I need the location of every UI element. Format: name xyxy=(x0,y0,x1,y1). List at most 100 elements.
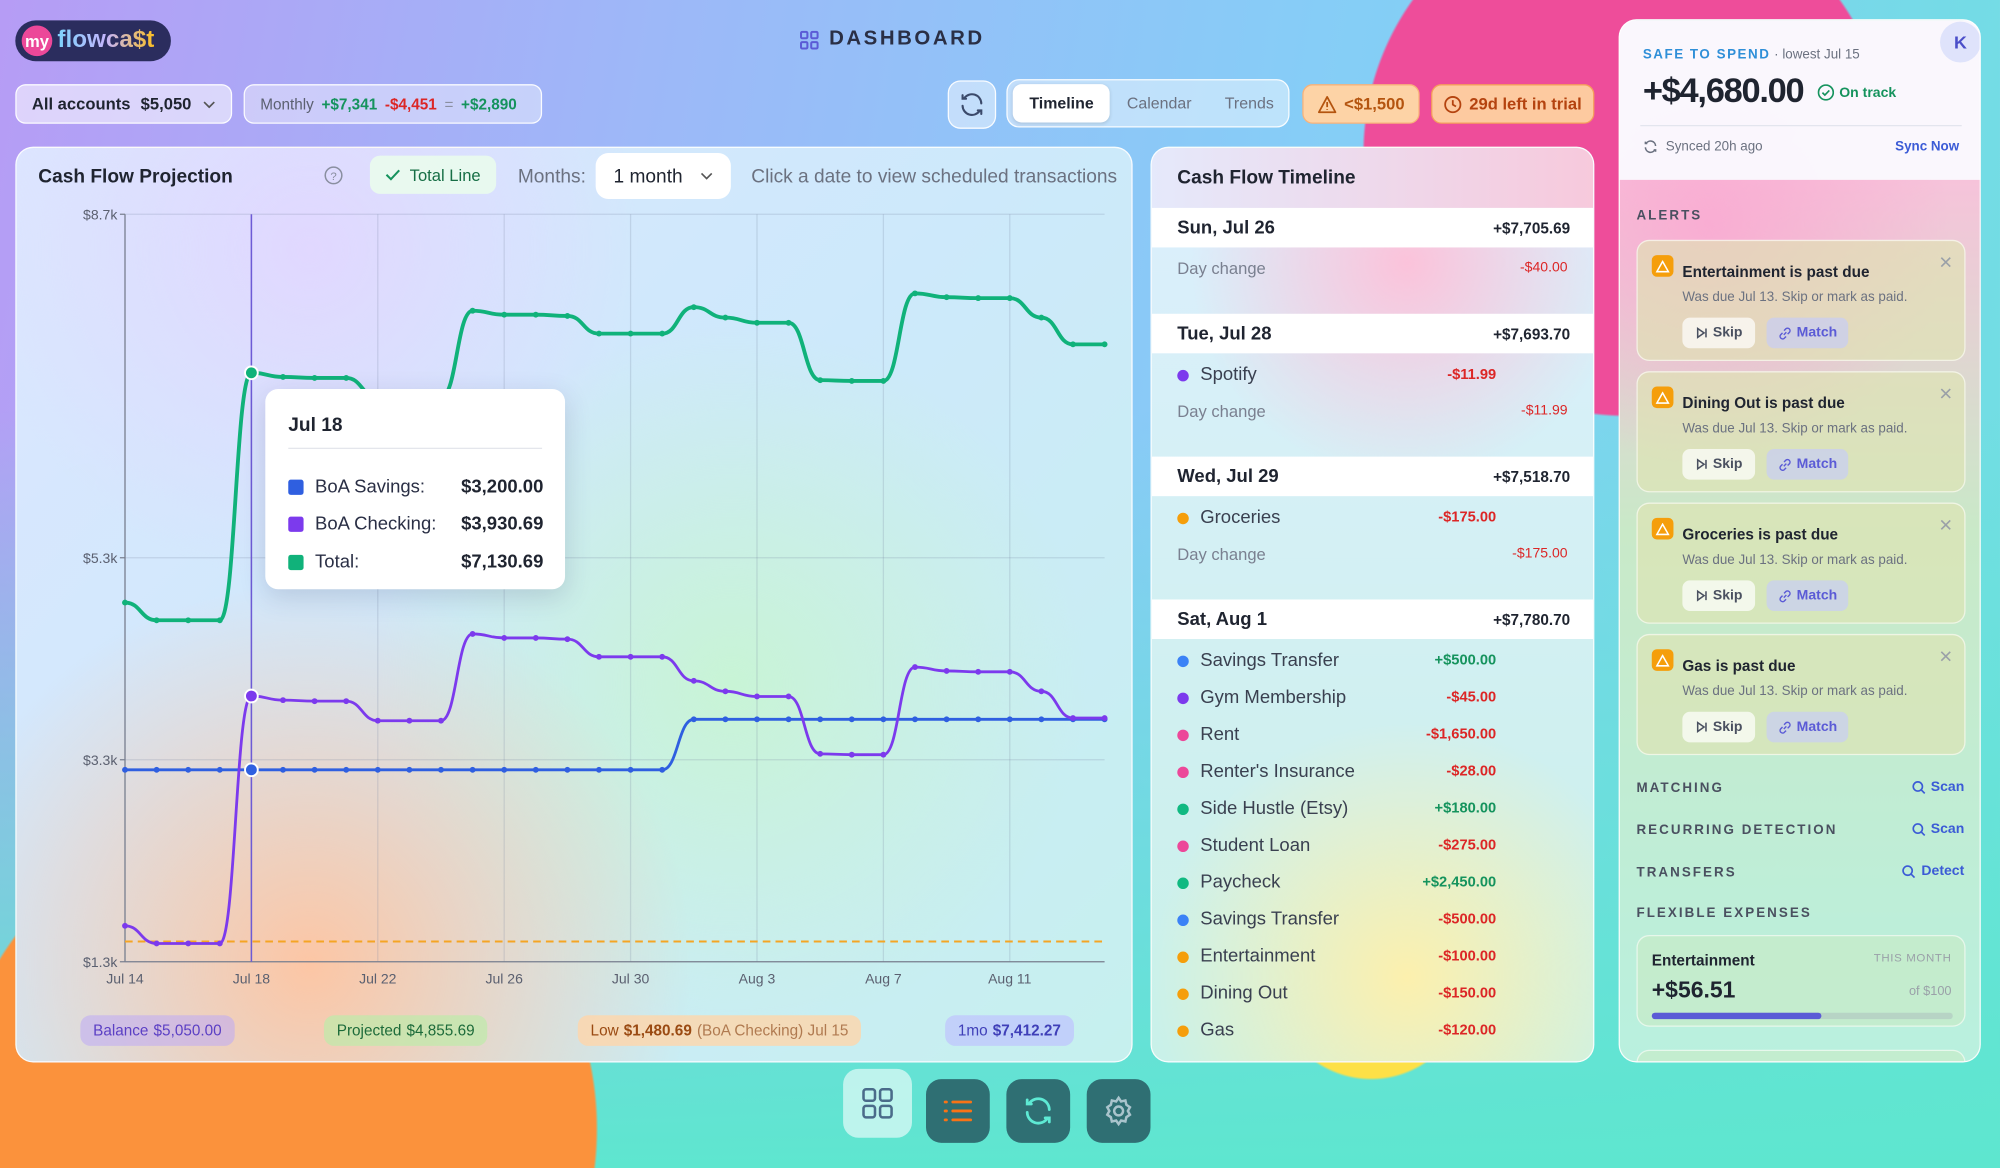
section-action[interactable]: Scan xyxy=(1912,779,1964,795)
transaction-row[interactable]: Savings Transfer +$500.00 xyxy=(1177,648,1496,674)
chevron xyxy=(700,172,713,180)
action-label: Scan xyxy=(1930,821,1965,837)
sidebar: K SAFE TO SPEND · lowest Jul 15 +$4,680.… xyxy=(1618,19,1981,1063)
transaction-row[interactable]: Student Loan -$275.00 xyxy=(1177,833,1496,859)
link-icon xyxy=(1778,326,1791,339)
alert-close[interactable] xyxy=(1940,383,1951,403)
nav-sync[interactable] xyxy=(1006,1079,1071,1143)
search-icon xyxy=(1912,822,1925,836)
data-point xyxy=(596,330,602,337)
alert-icon xyxy=(1651,255,1674,277)
category-dot xyxy=(1177,728,1189,741)
tab[interactable]: Trends xyxy=(1224,94,1274,113)
lowest-note: · lowest Jul 15 xyxy=(1774,47,1860,63)
transaction-row[interactable]: Renter's Insurance -$28.00 xyxy=(1177,759,1496,785)
day-total: +$7,780.70 xyxy=(1493,610,1571,629)
alert-close[interactable] xyxy=(1940,514,1951,534)
panel-title: Cash Flow Timeline xyxy=(1177,167,1356,189)
transaction-row[interactable]: Paycheck +$2,450.00 xyxy=(1177,870,1496,896)
transaction-row[interactable]: Spotify -$11.99 xyxy=(1177,362,1496,388)
data-point xyxy=(1006,295,1013,302)
data-point xyxy=(1101,341,1108,348)
data-point xyxy=(374,766,381,773)
logo[interactable]: my flowca$t xyxy=(15,20,171,62)
transaction-amount: -$120.00 xyxy=(1438,1022,1497,1039)
transaction-row[interactable]: Entertainment -$100.00 xyxy=(1177,944,1496,970)
x-tick-label: Jul 18 xyxy=(233,970,271,986)
nav-list[interactable] xyxy=(926,1079,990,1143)
data-point xyxy=(627,653,634,660)
page-title: DASHBOARD xyxy=(829,28,985,50)
data-point xyxy=(975,295,982,302)
tooltip: Jul 18 BoA Savings: $3,200.00 BoA Checking… xyxy=(265,389,566,590)
trial-badge[interactable]: 29d left in trial xyxy=(1431,84,1595,124)
match-button[interactable]: Match xyxy=(1766,711,1849,743)
refresh-button[interactable] xyxy=(947,80,997,129)
data-point xyxy=(122,599,128,606)
transaction-row[interactable]: Rent -$1,650.00 xyxy=(1177,722,1496,748)
transaction-row[interactable]: Savings Transfer -$500.00 xyxy=(1177,907,1496,933)
alert-close[interactable] xyxy=(1940,251,1951,271)
sync-now[interactable]: Sync Now xyxy=(1895,139,1960,155)
check-icon xyxy=(385,169,401,181)
day-header: Tue, Jul 28 +$7,693.70 xyxy=(1151,313,1594,354)
skip-icon xyxy=(1696,326,1707,339)
logo-name: flowca$t xyxy=(57,26,155,54)
nav-settings[interactable] xyxy=(1086,1079,1151,1143)
data-point xyxy=(722,688,729,695)
skip-button[interactable]: Skip xyxy=(1682,711,1756,743)
skip-button[interactable]: Skip xyxy=(1682,317,1756,349)
total-line-toggle[interactable]: Total Line xyxy=(369,155,497,194)
alert-title: Dining Out is past due xyxy=(1682,394,1845,412)
tab[interactable]: Timeline xyxy=(1012,84,1111,123)
skip-button[interactable]: Skip xyxy=(1682,580,1756,611)
transaction-row[interactable]: Groceries -$175.00 xyxy=(1177,505,1496,531)
transaction-row[interactable]: Gym Membership -$45.00 xyxy=(1177,685,1496,711)
data-point xyxy=(912,716,918,723)
avatar[interactable]: K xyxy=(1940,21,1980,63)
transaction-row[interactable]: Gas -$120.00 xyxy=(1177,1018,1496,1044)
transaction-name: Savings Transfer xyxy=(1200,909,1340,930)
tab[interactable]: Calendar xyxy=(1126,94,1192,113)
transaction-name: Renter's Insurance xyxy=(1200,761,1355,782)
section-action[interactable]: Detect xyxy=(1902,864,1964,879)
data-point xyxy=(1070,715,1076,722)
balance-warning[interactable]: <$1,500 xyxy=(1302,84,1420,124)
dashboard-icon xyxy=(799,30,819,50)
link-icon xyxy=(1778,589,1791,602)
data-point xyxy=(880,378,887,384)
safe-amount: +$4,680.00 xyxy=(1642,71,1805,110)
transaction-row[interactable]: Side Hustle (Etsy) +$180.00 xyxy=(1177,796,1496,822)
budget-track xyxy=(1651,1012,1953,1020)
alert-title: Groceries is past due xyxy=(1682,525,1839,544)
alert-card: Dining Out is past due Was due Jul 13. Sk… xyxy=(1636,371,1966,493)
nav-dashboard[interactable] xyxy=(843,1068,912,1138)
data-point xyxy=(943,716,950,723)
months-label: Months: xyxy=(517,165,586,188)
match-button[interactable]: Match xyxy=(1766,580,1849,611)
y-tick-label: $3.3k xyxy=(83,752,118,768)
data-point xyxy=(1038,688,1045,695)
data-point xyxy=(469,631,476,637)
flexible-heading: FLEXIBLE EXPENSES xyxy=(1636,905,1812,921)
alert-close[interactable] xyxy=(1940,645,1951,665)
alert-description: Was due Jul 13. Skip or mark as paid. xyxy=(1682,289,1908,305)
data-point xyxy=(848,378,855,384)
transaction-row[interactable]: Dining Out -$150.00 xyxy=(1177,981,1496,1007)
help-icon[interactable]: ? xyxy=(324,166,343,185)
x-tick-label: Jul 30 xyxy=(612,970,650,986)
transaction-amount: -$175.00 xyxy=(1438,510,1497,526)
category-dot xyxy=(1177,802,1189,815)
match-button[interactable]: Match xyxy=(1766,317,1849,349)
category-dot xyxy=(1177,691,1189,704)
data-point xyxy=(153,766,160,773)
section-action[interactable]: Scan xyxy=(1912,821,1965,837)
data-point xyxy=(311,766,318,773)
account-select[interactable]: All accounts $5,050 xyxy=(15,84,233,124)
alert-description: Was due Jul 13. Skip or mark as paid. xyxy=(1682,420,1908,437)
action-label: Detect xyxy=(1921,863,1965,879)
alert-icon xyxy=(1651,517,1674,540)
months-select[interactable]: 1 month xyxy=(595,153,731,199)
skip-button[interactable]: Skip xyxy=(1682,448,1756,480)
match-button[interactable]: Match xyxy=(1766,448,1849,480)
